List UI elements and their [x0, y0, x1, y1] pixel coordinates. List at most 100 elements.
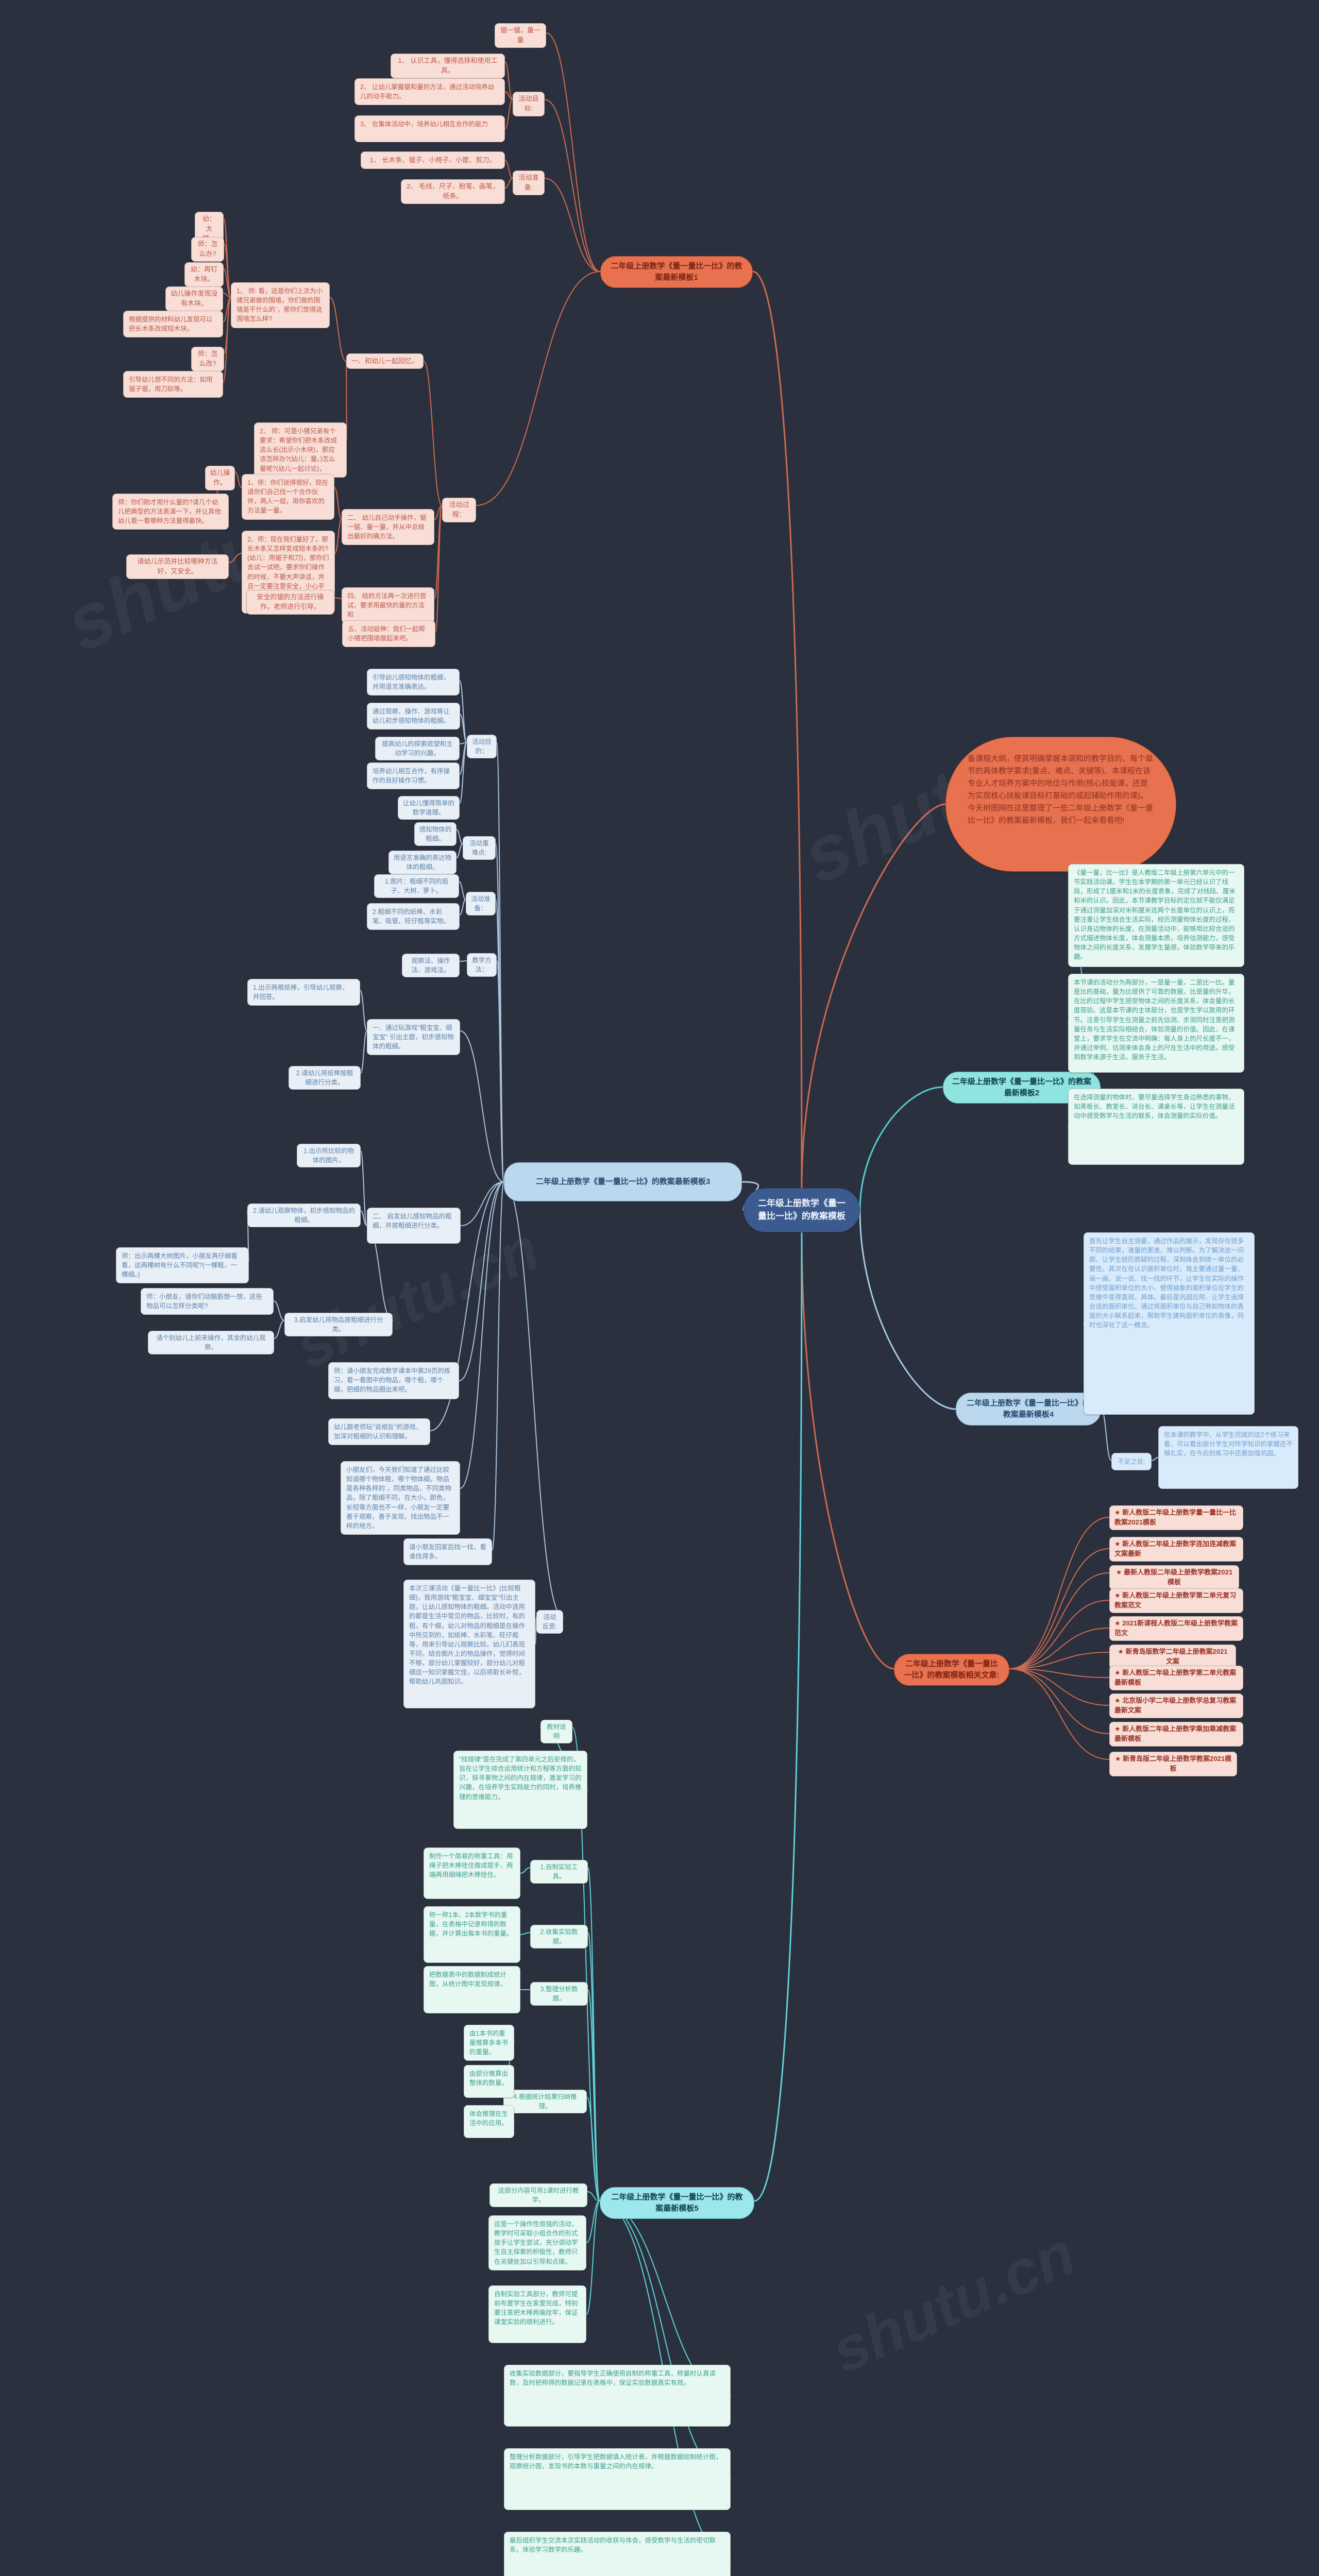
mindmap-node-fPE[interactable]: 最后组织学生交流本次实践活动的收获与体会，感受数学与生活的密切联系，体验学习数学…	[504, 2532, 731, 2576]
mindmap-node-aG3[interactable]: 3、 在集体活动中，培养幼儿相互合作的能力	[354, 115, 505, 142]
mindmap-node-cS1b[interactable]: 2.请幼儿将纸棒按粗细进行分类。	[289, 1066, 361, 1090]
mindmap-node-cP1[interactable]: 1.图片：粗细不同的茄子、大树、萝卜。	[374, 874, 459, 899]
mindmap-node-fI3p[interactable]: 把数据表中的数据制成统计图，从统计图中发现规律。	[424, 1966, 520, 2013]
mindmap-node-e8[interactable]: ★ 北京版小学二年级上册数学总复习教案最新文案	[1109, 1693, 1243, 1718]
mindmap-node-cPrepLabel[interactable]: 活动准备：	[466, 892, 496, 916]
mindmap-node-e5[interactable]: ★ 2021新课程人教版二年级上册数学教案范文	[1109, 1616, 1243, 1641]
mindmap-node-e2[interactable]: ★ 新人教版二年级上册数学连加连减教案文案最新	[1109, 1537, 1243, 1562]
mindmap-node-aProc5[interactable]: 五、活动延伸：我们一起帮小猪把围墙做起来吧。	[342, 620, 435, 648]
mindmap-node-cP2[interactable]: 2.粗细不同的纸棒、水彩笔、吸管、旺仔瓶等实物。	[367, 903, 460, 930]
mindmap-node-cS2b[interactable]: 2.请幼儿观察物体，初步感知物品的粗细。	[247, 1204, 361, 1228]
mindmap-node-aE1[interactable]: 1、师：你们说得很好，现在请你们自己找一个合作伙伴，两人一组，用你喜欢的方法量一…	[242, 474, 334, 520]
mindmap-node-fPC[interactable]: 收集实验数据部分，要指导学生正确使用自制的称重工具，称量时认真读数，及时把称得的…	[504, 2365, 731, 2427]
mindmap-node-aP1[interactable]: 1、 长木条、锯子、小椅子、小筐、剪刀。	[361, 151, 505, 169]
mindmap-node-cG2[interactable]: 通过观察、操作、游戏等让幼儿初步感知物体的粗细。	[367, 703, 460, 730]
mindmap-node-aD1c6[interactable]: 师：怎么改?	[191, 347, 224, 371]
mindmap-node-e3[interactable]: ★ 最新人教版二年级上册数学教案2021模板	[1109, 1565, 1239, 1590]
mindmap-node-b1[interactable]: 《量一量，比一比》是人教版二年级上册第六单元中的一节实践活动课。学生在本学期的第…	[1068, 864, 1244, 967]
mindmap-node-label: 1、 师: 看，这是你们上次为小猪兄弟做的围墙，你们做的围墙是干什么的`，那你们…	[236, 287, 323, 323]
mindmap-node-cS2b1[interactable]: 师：出示两棵大树图片，小朋友再仔细看看，这两棵树有什么不同呢?(一棵粗，一棵细。…	[116, 1247, 249, 1284]
mindmap-node-aE1c2[interactable]: 师：你们刚才用什么量的?请几个幼儿把典型的方法表演一下，并让其他幼儿看一看哪种方…	[112, 494, 229, 530]
mindmap-node-cKeyLabel[interactable]: 活动重难点:	[463, 836, 496, 860]
mindmap-node-d2[interactable]: 在本课的教学中，从学生完成的这2个练习来看，可以看出部分学生对所学知识的掌握还不…	[1158, 1426, 1298, 1489]
mindmap-node-e7[interactable]: ★ 新人教版二年级上册数学第二单元教案最新模板	[1109, 1666, 1243, 1690]
mindmap-node-fI1p[interactable]: 制作一个简易的称重工具：用绳子把木棒拴住做成提手，两端再用细绳把木棒拴住。	[424, 1848, 520, 1899]
mindmap-node-dFlawLabel[interactable]: 不足之处:	[1111, 1453, 1152, 1471]
mindmap-node-e10[interactable]: ★ 新青岛版二年级上册数学教案2021模板	[1109, 1752, 1237, 1776]
mindmap-node-cGoalLabel[interactable]: 活动目的：	[467, 735, 497, 759]
link-center-fLabel	[753, 1231, 803, 2202]
mindmap-node-center[interactable]: 二年级上册数学《量一量比一比》的教案模板	[743, 1188, 860, 1232]
mindmap-node-aD1c4[interactable]: 幼儿操作发现没有木块。	[165, 286, 223, 311]
mindmap-node-b3[interactable]: 在选择测量的物体时，要尽量选择学生身边熟悉的事物，如黑板长、教室长、讲台长、课桌…	[1068, 1089, 1244, 1165]
mindmap-node-aE1c1[interactable]: 幼儿操作。	[205, 466, 235, 490]
mindmap-node-cG5[interactable]: 让幼儿懂得简单的数学道理。	[398, 796, 460, 820]
mindmap-node-fI3[interactable]: 3.整理分析数据。	[530, 1982, 588, 2006]
mindmap-node-cLabel[interactable]: 二年级上册数学《量一量比一比》的教案最新模板3	[504, 1162, 742, 1201]
mindmap-node-cS3[interactable]: 师：请小朋友完成数学课本中第29页的练习，看一看图中的物品，哪个粗，哪个细，把细…	[328, 1362, 459, 1399]
mindmap-node-fI2[interactable]: 2.收集实验数据。	[530, 1925, 588, 1949]
mindmap-node-aG1[interactable]: 1、 认识工具，懂得选择和使用工具。	[391, 54, 505, 78]
mindmap-node-aProc2[interactable]: 二、 幼儿自己动手操作，锯一锯、量一量，并从中总结出最好的确方法。	[342, 509, 434, 546]
mindmap-node-fNote[interactable]: 这部分内容可用1课时进行教学。	[489, 2183, 587, 2208]
mindmap-node-b2[interactable]: 本节课的活动分为两部分，一是量一量，二是比一比。量是比的基础，量为比提供了可靠的…	[1068, 974, 1244, 1073]
mindmap-node-blob[interactable]: 备课程大纲，使其明确掌握本调和的教学目的、每个章节的具体教学要求(重点、难点、关…	[945, 737, 1176, 872]
mindmap-node-cS1[interactable]: 一、通过玩游戏"粗宝宝、细宝宝" 引出主题，初步感知物体的粗细。	[367, 1019, 460, 1056]
mindmap-node-cMethLabel[interactable]: 教学方法：	[467, 953, 497, 977]
mindmap-node-e4[interactable]: ★ 新人教版二年级上册数学第二单元复习教案范文	[1109, 1588, 1243, 1613]
mindmap-node-aProcLabel[interactable]: 活动过程：	[442, 498, 476, 522]
mindmap-node-fI4p1[interactable]: 由1本书的重量推算多本书的重量。	[464, 2025, 514, 2061]
mindmap-node-cS1a[interactable]: 1.出示两根纸棒，引导幼儿观察，并回答。	[247, 979, 360, 1006]
mindmap-node-cRefl[interactable]: 本次三课活动《量一量比一比》(比较粗细)，我用游戏"粗宝宝、细宝宝"引出主题，让…	[403, 1580, 535, 1708]
mindmap-node-cG4[interactable]: 培养幼儿相互合作，有序操作的良好操作习惯。	[367, 762, 460, 790]
mindmap-node-cS2a[interactable]: 1.出示所比较的物体的图片。	[297, 1144, 361, 1168]
mindmap-node-aG2[interactable]: 2、 让幼儿掌握锯和量的方法，通过活动培养幼儿的动手能力。	[354, 78, 505, 106]
mindmap-node-fPB[interactable]: 自制实验工具部分，教师可提前布置学生在家里完成，特别要注意把木棒两端拴牢，保证课…	[488, 2285, 586, 2343]
mindmap-node-eLabel[interactable]: 二年级上册数学《量一量比一比》的教案模板相关文章:	[894, 1654, 1009, 1686]
mindmap-node-fI1[interactable]: 1.自制实验工具。	[530, 1860, 588, 1884]
mindmap-node-e9[interactable]: ★ 新人教版二年级上册数学乘加乘减教案最新模板	[1109, 1722, 1243, 1747]
mindmap-node-cM1[interactable]: 观察法、操作法、游戏法。	[402, 954, 460, 978]
mindmap-node-cS5[interactable]: 小朋友们，今天我们知道了通过比较知道哪个物体粗，哪个物体细，物品是各种各样的`，…	[341, 1461, 460, 1535]
mindmap-node-cG3[interactable]: 提高幼儿的探索欲望和主动学习的兴趣。	[375, 737, 460, 761]
mindmap-node-aGoalLabel[interactable]: 活动目标:	[513, 92, 545, 116]
mindmap-node-cS4[interactable]: 幼儿跟老师玩"说相反"的游戏，加深对粗细的认识和理解。	[328, 1418, 430, 1446]
mindmap-node-fMatLabel[interactable]: 教材说明	[540, 1720, 572, 1744]
mindmap-node-cS2c2[interactable]: 请个别幼儿上前来操作，其余的幼儿观察。	[148, 1331, 274, 1355]
mindmap-node-cS2[interactable]: 二、 启发幼儿感知物品的粗细，并按粗细进行分类。	[367, 1208, 461, 1244]
mindmap-node-aD1[interactable]: 1、 师: 看，这是你们上次为小猪兄弟做的围墙，你们做的围墙是干什么的`，那你们…	[231, 282, 330, 328]
mindmap-node-fI4p2[interactable]: 由部分推算出整体的数量。	[464, 2065, 514, 2098]
mindmap-node-dLabel[interactable]: 二年级上册数学《量一量比一比》的教案最新模板4	[956, 1393, 1101, 1426]
mindmap-node-fI4p3[interactable]: 体会推理在生活中的应用。	[464, 2105, 514, 2138]
mindmap-node-aP2[interactable]: 2、 毛线、尺子、粉笔、画笔，纸条。	[401, 179, 505, 204]
mindmap-node-fMat[interactable]: "找规律"是在完成了第四单元之后安排的，旨在让学生综合运用统计和方程等方面的知识…	[453, 1751, 587, 1829]
mindmap-node-cG1[interactable]: 引导幼儿感知物体的粗细，并用语言准确表达。	[367, 669, 460, 696]
mindmap-node-bLabel[interactable]: 二年级上册数学《量一量比一比》的教案最新模板2	[943, 1072, 1101, 1104]
mindmap-node-aD1c3[interactable]: 幼：再钉木块。	[184, 262, 224, 287]
mindmap-node-aLabel[interactable]: 二年级上册数学《量一量比一比》的教案最新模板1	[600, 256, 753, 288]
mindmap-node-cK1[interactable]: 感知物体的粗细。	[414, 822, 456, 846]
mindmap-node-cS2c[interactable]: 3.启发幼儿将物品按粗细进行分类。	[284, 1313, 393, 1337]
mindmap-node-cReflLabel[interactable]: 活动反思:	[536, 1610, 563, 1634]
mindmap-node-fI2p[interactable]: 称一称1本、2本数学书的重量，在表格中记录称得的数据，并计算出每本书的重量。	[424, 1906, 520, 1963]
mindmap-node-aD1c2[interactable]: 师：怎么办?	[191, 237, 224, 262]
mindmap-node-aPrepLabel[interactable]: 活动准备:	[513, 171, 545, 195]
mindmap-node-aE2c1[interactable]: 请幼儿示范并比较哪种方法好，又安全。	[126, 554, 229, 579]
mindmap-node-fI4[interactable]: 4.根据统计结果归纳推理。	[503, 2090, 587, 2114]
mindmap-node-fLabel[interactable]: 二年级上册数学《量一量比一比》的教案最新模板5	[600, 2187, 754, 2219]
mindmap-node-aD1c5[interactable]: 根据提供的材料幼儿发现可以把长木条改成短木块。	[123, 311, 223, 338]
mindmap-node-e1[interactable]: ★ 新人教版二年级上册数学量一量比一比教案2021模板	[1109, 1505, 1243, 1530]
mindmap-node-e6[interactable]: ★ 新青岛版数学二年级上册教案2021文案	[1109, 1645, 1236, 1669]
mindmap-node-aProc1[interactable]: 一、和幼儿一起回忆。	[346, 353, 424, 369]
mindmap-node-d1[interactable]: 首先让学生自主测量，通过作品的展示，发现存在很多不同的结果，谁量的更准、难以判断…	[1084, 1232, 1255, 1415]
mindmap-node-cS6[interactable]: 请小朋友回家后找一找，看谁找得多。	[403, 1538, 492, 1566]
mindmap-node-aF1[interactable]: 安全的锯的方法进行操作。老师进行引导。	[246, 590, 334, 615]
mindmap-node-aD1c7[interactable]: 引导幼儿想不同的方法：如用锯子锯，用刀砍等。	[123, 371, 223, 398]
mindmap-node-aProc4[interactable]: 四、 结的方法再一次进行尝试，要求用最快的量的方法和	[342, 587, 434, 624]
mindmap-node-cS2c1[interactable]: 师：小朋友，请你们动脑筋想一想，这些物品可以怎样分类呢?	[141, 1288, 274, 1315]
mindmap-node-cK2[interactable]: 用语言准确的表达物体的粗细。	[388, 851, 456, 875]
mindmap-node-fPA[interactable]: 这是一个操作性很强的活动，教学时可采取小组合作的形式放手让学生尝试，充分调动学生…	[488, 2215, 586, 2270]
mindmap-node-aRoot[interactable]: 锯一锯，量一量	[495, 23, 546, 48]
mindmap-node-aD2[interactable]: 2、 师：可是小猪兄弟有个要求：希望你们把木条改成这么长(出示小木块)，那应该怎…	[254, 422, 347, 478]
mindmap-node-fPD[interactable]: 整理分析数据部分，引导学生把数据填入统计表，并根据数据绘制统计图，观察统计图，发…	[504, 2448, 731, 2510]
